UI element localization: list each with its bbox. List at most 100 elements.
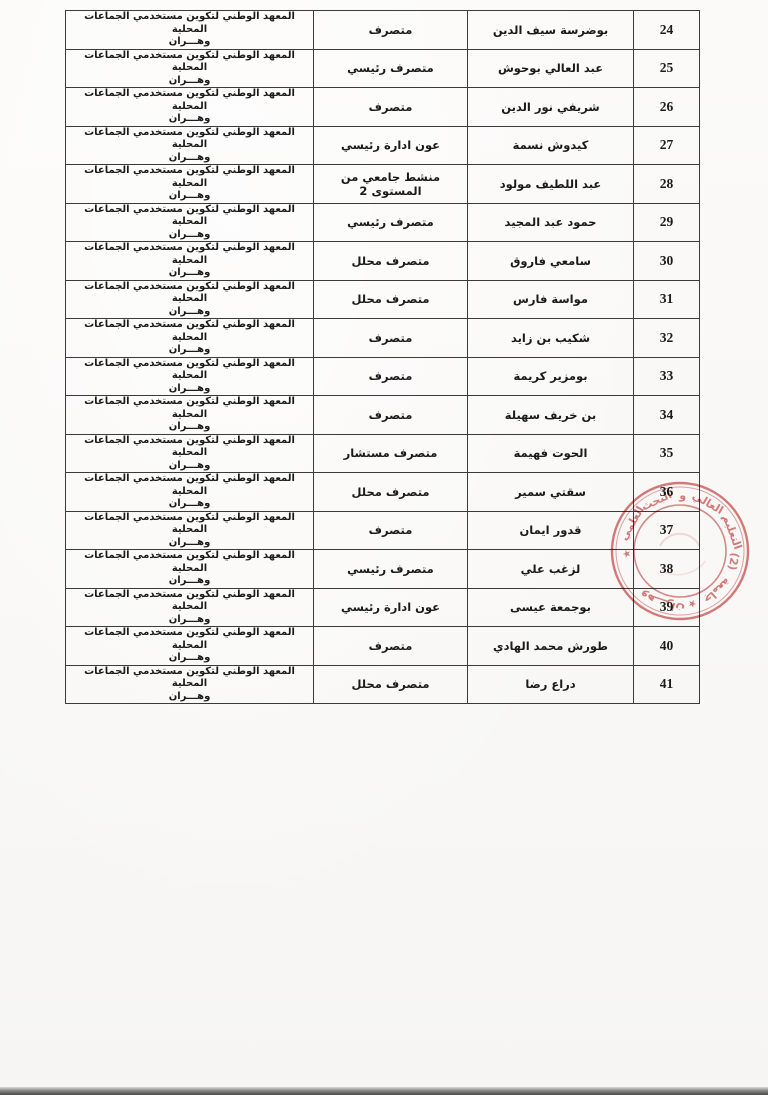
cell-employee-name: شكيب بن زايد (467, 318, 634, 358)
cell-institution: المعهد الوطني لتكوين مستخدمي الجماعات ال… (65, 472, 314, 512)
cell-grade-title: متصرف رئيسي (313, 48, 468, 88)
institution-name-line1: المعهد الوطني لتكوين مستخدمي الجماعات ال… (84, 550, 295, 574)
institution-city-line2: وهـــران (168, 536, 211, 548)
institution-city-line2: وهـــران (168, 459, 211, 471)
institution-city-line2: وهـــران (168, 190, 211, 201)
cell-grade-title: متصرف (313, 626, 468, 666)
institution-city-line2: وهـــران (168, 74, 211, 86)
cell-row-number: 38 (633, 549, 700, 589)
cell-employee-name: عبد العالي بوحوش (467, 48, 634, 88)
cell-employee-name: كيدوش نسمة (467, 125, 634, 165)
table-row: 32 شكيب بن زايد متصرف المعهد الوطني لتكو… (65, 318, 700, 358)
institution-city-line2: وهـــران (168, 305, 211, 317)
cell-grade-title: متصرف مستشار (313, 433, 468, 473)
cell-row-number: 41 (633, 664, 700, 704)
institution-name-line1: المعهد الوطني لتكوين مستخدمي الجماعات ال… (84, 203, 295, 227)
cell-employee-name: مواسة فارس (467, 279, 634, 319)
cell-row-number: 25 (633, 48, 700, 88)
table-row: 34 بن خريف سهيلة متصرف المعهد الوطني لتك… (65, 395, 700, 435)
table-row: 33 بومزير كريمة متصرف المعهد الوطني لتكو… (65, 356, 700, 396)
stamp-ring-word: التعليم (720, 513, 745, 551)
cell-row-number: 37 (633, 510, 700, 550)
cell-employee-name: بوجمعة عيسى (467, 587, 634, 627)
cell-institution: المعهد الوطني لتكوين مستخدمي الجماعات ال… (65, 664, 314, 704)
cell-grade-title: عون ادارة رئيسي (313, 125, 468, 165)
cell-grade-title: متصرف (313, 395, 468, 435)
cell-employee-name: قدور ايمان (467, 510, 634, 550)
institution-name-line1: المعهد الوطني لتكوين مستخدمي الجماعات ال… (84, 511, 295, 535)
cell-grade-title: متصرف (313, 10, 468, 50)
cell-employee-name: دراع رضا (467, 664, 634, 704)
cell-grade-title: متصرف رئيسي (313, 202, 468, 242)
table-row: 39 بوجمعة عيسى عون ادارة رئيسي المعهد ال… (65, 587, 700, 627)
cell-row-number: 35 (633, 433, 700, 473)
table-row: 30 سامعي فاروق متصرف محلل المعهد الوطني … (65, 241, 700, 281)
cell-institution: المعهد الوطني لتكوين مستخدمي الجماعات ال… (65, 433, 314, 473)
cell-row-number: 40 (633, 626, 700, 666)
institution-city-line2: وهـــران (168, 344, 211, 355)
table-row: 27 كيدوش نسمة عون ادارة رئيسي المعهد الو… (65, 125, 700, 165)
institution-city-line2: وهـــران (168, 113, 211, 124)
cell-institution: المعهد الوطني لتكوين مستخدمي الجماعات ال… (65, 510, 314, 550)
personnel-table: 24 بوضرسة سيف الدين متصرف المعهد الوطني … (65, 10, 700, 704)
cell-institution: المعهد الوطني لتكوين مستخدمي الجماعات ال… (65, 549, 314, 589)
institution-city-line2: وهـــران (168, 575, 211, 586)
cell-grade-title: متصرف (313, 87, 468, 127)
institution-name-line1: المعهد الوطني لتكوين مستخدمي الجماعات ال… (84, 627, 295, 651)
cell-row-number: 28 (633, 164, 700, 204)
cell-institution: المعهد الوطني لتكوين مستخدمي الجماعات ال… (65, 395, 314, 435)
institution-city-line2: وهـــران (168, 613, 211, 625)
table-row: 40 طورش محمد الهادي متصرف المعهد الوطني … (65, 626, 700, 666)
cell-institution: المعهد الوطني لتكوين مستخدمي الجماعات ال… (65, 356, 314, 396)
cell-grade-title: متصرف رئيسي (313, 549, 468, 589)
cell-grade-title: منشط جامعي من المستوى 2 (313, 164, 468, 204)
scan-edge-artifact (0, 1087, 768, 1095)
cell-institution: المعهد الوطني لتكوين مستخدمي الجماعات ال… (65, 48, 314, 88)
cell-employee-name: بوضرسة سيف الدين (467, 10, 634, 50)
institution-city-line2: وهـــران (168, 36, 211, 47)
cell-institution: المعهد الوطني لتكوين مستخدمي الجماعات ال… (65, 202, 314, 242)
cell-row-number: 27 (633, 125, 700, 165)
institution-name-line1: المعهد الوطني لتكوين مستخدمي الجماعات ال… (84, 242, 295, 266)
table-row: 41 دراع رضا متصرف محلل المعهد الوطني لتك… (65, 664, 700, 704)
table-row: 29 حمود عبد المجيد متصرف رئيسي المعهد ال… (65, 202, 700, 242)
table-row: 28 عبد اللطيف مولود منشط جامعي من المستو… (65, 164, 700, 204)
cell-institution: المعهد الوطني لتكوين مستخدمي الجماعات ال… (65, 10, 314, 50)
cell-institution: المعهد الوطني لتكوين مستخدمي الجماعات ال… (65, 164, 314, 204)
institution-city-line2: وهـــران (168, 652, 211, 663)
cell-institution: المعهد الوطني لتكوين مستخدمي الجماعات ال… (65, 125, 314, 165)
cell-grade-title: متصرف محلل (313, 664, 468, 704)
cell-grade-title: عون ادارة رئيسي (313, 587, 468, 627)
cell-institution: المعهد الوطني لتكوين مستخدمي الجماعات ال… (65, 241, 314, 281)
cell-grade-title: متصرف (313, 510, 468, 550)
institution-name-line1: المعهد الوطني لتكوين مستخدمي الجماعات ال… (84, 11, 295, 35)
institution-name-line1: المعهد الوطني لتكوين مستخدمي الجماعات ال… (84, 396, 295, 420)
institution-name-line1: المعهد الوطني لتكوين مستخدمي الجماعات ال… (84, 588, 295, 612)
cell-row-number: 34 (633, 395, 700, 435)
cell-employee-name: لزغب علي (467, 549, 634, 589)
institution-city-line2: وهـــران (168, 382, 211, 394)
cell-grade-title: متصرف محلل (313, 241, 468, 281)
table-row: 35 الحوت فهيمة متصرف مستشار المعهد الوطن… (65, 433, 700, 473)
cell-grade-title: متصرف (313, 356, 468, 396)
cell-row-number: 29 (633, 202, 700, 242)
cell-row-number: 26 (633, 87, 700, 127)
institution-name-line1: المعهد الوطني لتكوين مستخدمي الجماعات ال… (84, 357, 295, 381)
cell-grade-title: متصرف محلل (313, 279, 468, 319)
cell-institution: المعهد الوطني لتكوين مستخدمي الجماعات ال… (65, 318, 314, 358)
institution-name-line1: المعهد الوطني لتكوين مستخدمي الجماعات ال… (84, 165, 295, 189)
table-row: 25 عبد العالي بوحوش متصرف رئيسي المعهد ا… (65, 48, 700, 88)
table-row: 31 مواسة فارس متصرف محلل المعهد الوطني ل… (65, 279, 700, 319)
cell-row-number: 33 (633, 356, 700, 396)
table-row: 24 بوضرسة سيف الدين متصرف المعهد الوطني … (65, 10, 700, 50)
cell-row-number: 31 (633, 279, 700, 319)
stamp-ring-word: (2) (725, 551, 741, 571)
institution-city-line2: وهـــران (168, 421, 211, 432)
institution-city-line2: وهـــران (168, 151, 211, 163)
cell-row-number: 36 (633, 472, 700, 512)
institution-name-line1: المعهد الوطني لتكوين مستخدمي الجماعات ال… (84, 88, 295, 112)
institution-city-line2: وهـــران (168, 228, 211, 240)
cell-employee-name: بومزير كريمة (467, 356, 634, 396)
institution-name-line1: المعهد الوطني لتكوين مستخدمي الجماعات ال… (84, 49, 295, 73)
